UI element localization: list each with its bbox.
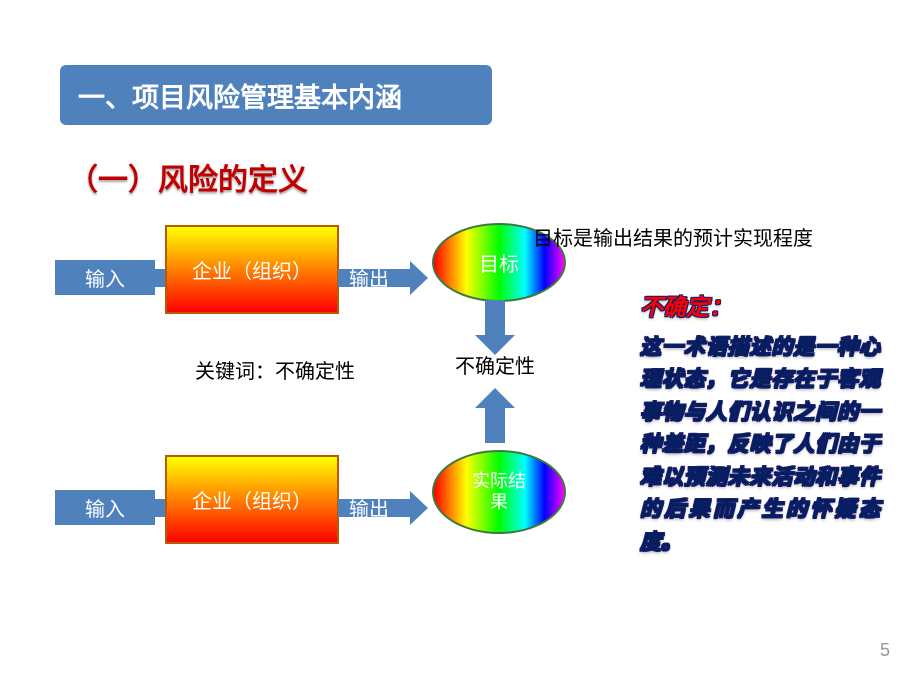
keyword-label: 关键词：不确定性 bbox=[195, 355, 355, 384]
slide: 一、项目风险管理基本内涵 （一）风险的定义 输入 企业（组织） 输出 目标 目标… bbox=[0, 0, 920, 690]
flow1-input-label: 输入 bbox=[85, 263, 125, 292]
flow2-input-box: 输入 bbox=[55, 490, 155, 525]
flow2-output-label: 输出 bbox=[349, 493, 389, 522]
side-title: 不确定： bbox=[640, 290, 880, 326]
flow1-output-label: 输出 bbox=[349, 263, 389, 292]
page-number: 5 bbox=[880, 640, 890, 661]
flow2-result-ellipse: 实际结 果 bbox=[432, 450, 566, 534]
flow2-output-label-box: 输出 bbox=[338, 490, 400, 525]
flow2-input-label: 输入 bbox=[85, 493, 125, 522]
section-title-bar: 一、项目风险管理基本内涵 bbox=[60, 65, 492, 125]
subheading-text: （一）风险的定义 bbox=[68, 164, 308, 197]
uncertainty-label: 不确定性 bbox=[455, 350, 535, 379]
arrow-up bbox=[475, 388, 515, 443]
flow1-input-box: 输入 bbox=[55, 260, 155, 295]
side-panel: 不确定： 这一术语描述的是一种心理状态，它是存在于客观事物与人们认识之间的一种差… bbox=[640, 290, 880, 559]
section-title-text: 一、项目风险管理基本内涵 bbox=[78, 76, 402, 115]
goal-description-text: 目标是输出结果的预计实现程度 bbox=[533, 222, 813, 251]
subheading: （一）风险的定义 bbox=[68, 155, 308, 199]
flow2-org-box: 企业（组织） bbox=[165, 455, 339, 544]
side-body: 这一术语描述的是一种心理状态，它是存在于客观事物与人们认识之间的一种差距，反映了… bbox=[640, 332, 880, 560]
flow1-output-label-box: 输出 bbox=[338, 260, 400, 295]
flow1-org-label: 企业（组织） bbox=[192, 255, 312, 284]
flow1-org-box: 企业（组织） bbox=[165, 225, 339, 314]
flow1-goal-label: 目标 bbox=[479, 248, 519, 277]
flow2-result-label: 实际结 果 bbox=[472, 471, 526, 512]
flow2-org-label: 企业（组织） bbox=[192, 485, 312, 514]
arrow-down bbox=[475, 300, 515, 355]
